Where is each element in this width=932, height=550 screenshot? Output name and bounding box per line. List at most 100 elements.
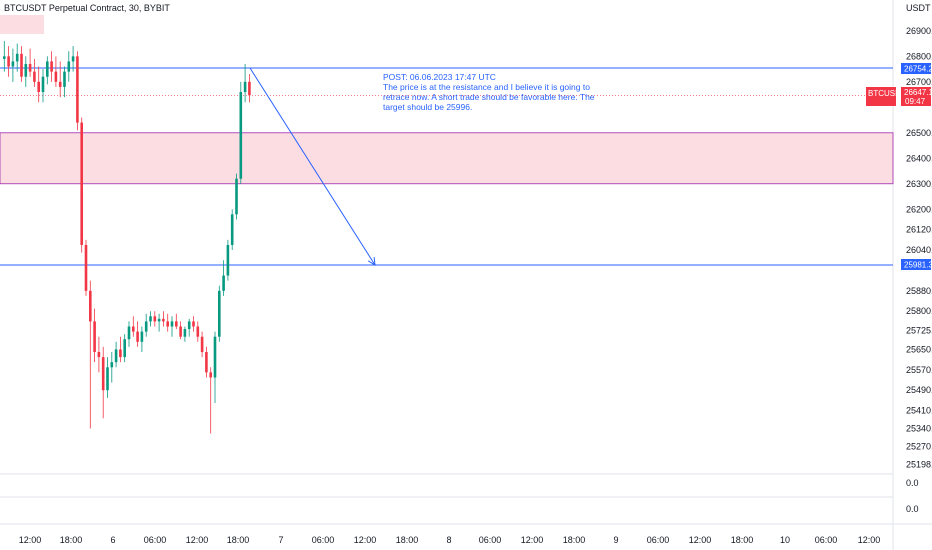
time-tick: 18:00 [396, 535, 419, 545]
price-tick: 26400.0 [906, 153, 932, 163]
candle [162, 311, 165, 327]
candle [76, 51, 79, 131]
resistance-zone[interactable] [0, 132, 894, 185]
time-tick: 10 [780, 535, 790, 545]
svg-text:26754.2: 26754.2 [904, 65, 932, 74]
candle-body [175, 321, 178, 327]
price-tick: 26700.0 [906, 77, 932, 87]
time-tick: 12:00 [19, 535, 42, 545]
candle-body [50, 61, 53, 72]
candle-body [153, 316, 157, 322]
candle [235, 173, 238, 220]
note-line: target should be 25996. [383, 102, 472, 112]
last-price-badge: BTCUSDT.P 26647.1 09:47 [866, 87, 932, 106]
candle [101, 346, 105, 419]
candle-body [183, 329, 187, 337]
time-axis[interactable]: 12:00 18:00 6 06:00 12:00 18:00 7 06:00 12:00 18:… [19, 535, 881, 545]
candle-body [140, 331, 144, 342]
candle [157, 313, 161, 332]
candle [63, 66, 66, 98]
candle [218, 285, 221, 342]
candle-body [162, 318, 165, 322]
candle-body [11, 61, 15, 67]
candle-body [3, 56, 6, 59]
candle [127, 321, 131, 347]
candle [243, 63, 247, 103]
price-tick: 25800.0 [906, 306, 932, 316]
candle-body [67, 61, 71, 72]
candle [93, 308, 96, 363]
price-tick: 25198.0 [906, 460, 932, 470]
candle [58, 61, 62, 98]
candle [132, 316, 135, 337]
candle-body [41, 76, 45, 93]
note-line: The price is at the resistance and I bel… [383, 82, 590, 92]
candle [3, 41, 6, 72]
time-tick: 9 [613, 535, 618, 545]
candle-body [63, 71, 66, 87]
price-tick: 25270.0 [906, 441, 932, 451]
candle-body [235, 178, 238, 215]
price-tick: 25880.0 [906, 286, 932, 296]
candle [248, 74, 251, 103]
price-tick: 26800.0 [906, 51, 932, 61]
candle [119, 336, 122, 363]
time-tick: 12:00 [354, 535, 377, 545]
time-tick: 12:00 [858, 535, 881, 545]
candle [149, 311, 152, 327]
price-tick: 25570.0 [906, 365, 932, 375]
candle-body [71, 56, 75, 62]
candle [106, 357, 109, 398]
top-left-highlight [0, 15, 44, 34]
candle [67, 51, 71, 82]
candle-body [37, 81, 40, 93]
candle [205, 346, 208, 378]
candles-group [3, 41, 251, 434]
candle [179, 321, 182, 340]
candle [170, 316, 174, 337]
projection-arrow[interactable] [249, 67, 376, 266]
candle [222, 260, 225, 296]
time-tick: 06:00 [312, 535, 335, 545]
time-tick: 8 [446, 535, 451, 545]
price-tick: 25650.0 [906, 344, 932, 354]
time-tick: 12:00 [521, 535, 544, 545]
candle-body [110, 362, 114, 368]
price-axis[interactable]: 26900.0 26800.0 26700.0 26500.0 26400.0 26300… [906, 26, 932, 470]
candle-body [149, 316, 152, 322]
time-tick: 06:00 [815, 535, 838, 545]
candle-body [33, 71, 36, 82]
candle [110, 351, 114, 383]
time-tick: 7 [278, 535, 283, 545]
countdown-value: 09:47 [905, 97, 926, 106]
time-tick: 12:00 [689, 535, 712, 545]
last-price-value: 26647.1 [904, 88, 932, 97]
candle [71, 46, 75, 72]
symbol-label: BTCUSDT.P [868, 89, 912, 98]
candle [41, 69, 45, 103]
candle [140, 326, 144, 352]
candle [239, 81, 243, 184]
price-tick: 26120.0 [906, 225, 932, 235]
price-tick: 25340.0 [906, 423, 932, 433]
candle [192, 316, 195, 332]
candle-body [205, 351, 208, 373]
candle-body [80, 122, 83, 245]
candle-body [144, 321, 148, 332]
candle [123, 334, 126, 363]
candle [84, 239, 88, 296]
candle [136, 321, 139, 347]
candle [46, 56, 49, 85]
candle-body [136, 331, 139, 342]
candle [114, 341, 118, 368]
candle [196, 321, 200, 342]
candle [54, 56, 58, 87]
candle-body [127, 326, 131, 340]
annotation-note[interactable]: POST: 06.06.2023 17:47 UTC The price is … [383, 72, 595, 112]
candle-body [20, 53, 23, 77]
candle-body [157, 318, 161, 322]
candle-body [15, 53, 19, 62]
price-tick: 26200.0 [906, 204, 932, 214]
candle [11, 48, 15, 82]
